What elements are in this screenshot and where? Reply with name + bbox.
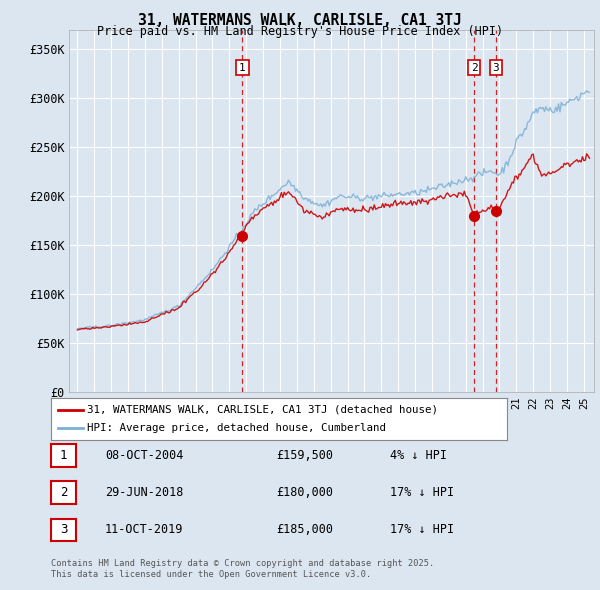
Text: 2: 2 bbox=[60, 486, 67, 499]
Text: This data is licensed under the Open Government Licence v3.0.: This data is licensed under the Open Gov… bbox=[51, 571, 371, 579]
Text: 17% ↓ HPI: 17% ↓ HPI bbox=[390, 523, 454, 536]
Text: Contains HM Land Registry data © Crown copyright and database right 2025.: Contains HM Land Registry data © Crown c… bbox=[51, 559, 434, 568]
Text: 3: 3 bbox=[60, 523, 67, 536]
Text: £159,500: £159,500 bbox=[276, 449, 333, 462]
Text: 31, WATERMANS WALK, CARLISLE, CA1 3TJ (detached house): 31, WATERMANS WALK, CARLISLE, CA1 3TJ (d… bbox=[88, 405, 439, 415]
Text: 1: 1 bbox=[239, 63, 246, 73]
Text: 17% ↓ HPI: 17% ↓ HPI bbox=[390, 486, 454, 499]
Text: 2: 2 bbox=[471, 63, 478, 73]
Text: HPI: Average price, detached house, Cumberland: HPI: Average price, detached house, Cumb… bbox=[88, 423, 386, 433]
Text: Price paid vs. HM Land Registry's House Price Index (HPI): Price paid vs. HM Land Registry's House … bbox=[97, 25, 503, 38]
Text: 31, WATERMANS WALK, CARLISLE, CA1 3TJ: 31, WATERMANS WALK, CARLISLE, CA1 3TJ bbox=[138, 13, 462, 28]
Text: 3: 3 bbox=[493, 63, 499, 73]
Text: £180,000: £180,000 bbox=[276, 486, 333, 499]
Text: 29-JUN-2018: 29-JUN-2018 bbox=[105, 486, 184, 499]
Text: 4% ↓ HPI: 4% ↓ HPI bbox=[390, 449, 447, 462]
Text: 1: 1 bbox=[60, 449, 67, 462]
Text: 11-OCT-2019: 11-OCT-2019 bbox=[105, 523, 184, 536]
Text: £185,000: £185,000 bbox=[276, 523, 333, 536]
Text: 08-OCT-2004: 08-OCT-2004 bbox=[105, 449, 184, 462]
